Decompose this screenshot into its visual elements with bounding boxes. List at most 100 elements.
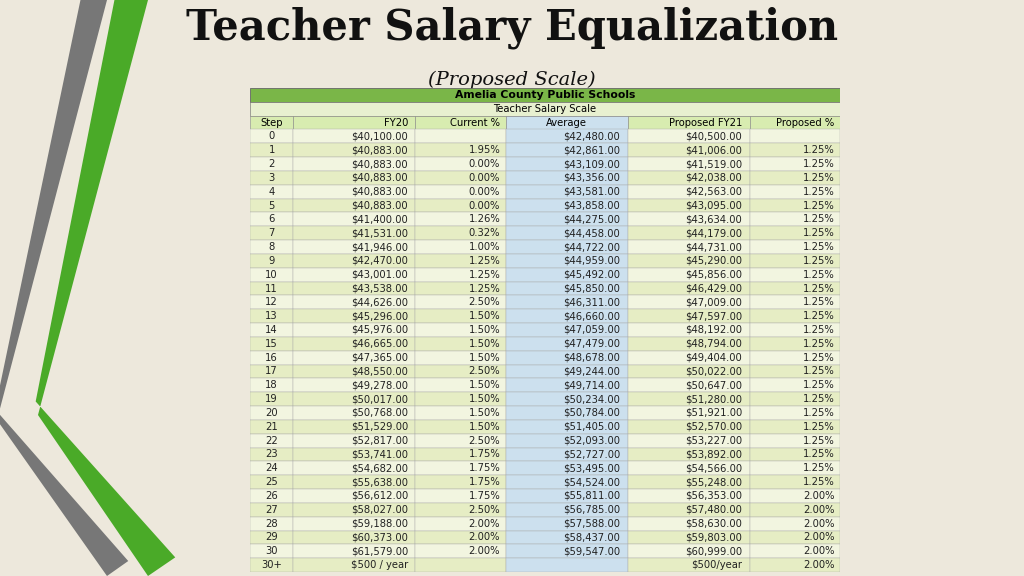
Text: Proposed FY21: Proposed FY21 — [669, 118, 742, 127]
Text: $40,883.00: $40,883.00 — [351, 200, 408, 211]
Bar — [506, 295, 628, 309]
Bar — [415, 558, 506, 572]
Text: $49,278.00: $49,278.00 — [351, 380, 408, 391]
Bar — [750, 489, 840, 503]
Text: $51,280.00: $51,280.00 — [685, 394, 742, 404]
Bar — [628, 116, 750, 130]
Bar — [293, 420, 415, 434]
Bar — [293, 503, 415, 517]
Bar — [293, 226, 415, 240]
Text: 1.25%: 1.25% — [803, 228, 835, 238]
Text: Teacher Salary Equalization: Teacher Salary Equalization — [186, 6, 838, 48]
Text: Teacher Salary Scale: Teacher Salary Scale — [494, 104, 597, 113]
Text: 0.00%: 0.00% — [469, 173, 501, 183]
Bar — [628, 448, 750, 461]
Text: 1.25%: 1.25% — [803, 339, 835, 349]
Text: $55,248.00: $55,248.00 — [685, 477, 742, 487]
Text: 1.50%: 1.50% — [469, 311, 501, 321]
Text: $40,883.00: $40,883.00 — [351, 145, 408, 155]
Text: 1.75%: 1.75% — [469, 477, 501, 487]
Text: 13: 13 — [265, 311, 278, 321]
Bar — [506, 489, 628, 503]
Text: $48,678.00: $48,678.00 — [563, 353, 621, 363]
Text: $54,682.00: $54,682.00 — [351, 463, 408, 473]
Bar — [628, 240, 750, 254]
Text: $41,006.00: $41,006.00 — [685, 145, 742, 155]
Text: $43,095.00: $43,095.00 — [685, 200, 742, 211]
Bar — [415, 420, 506, 434]
Bar — [750, 226, 840, 240]
Bar — [415, 116, 506, 130]
Bar — [293, 489, 415, 503]
Bar — [628, 337, 750, 351]
Text: $57,588.00: $57,588.00 — [563, 518, 621, 529]
Text: 1.25%: 1.25% — [803, 214, 835, 225]
Text: $41,400.00: $41,400.00 — [351, 214, 408, 225]
Text: 18: 18 — [265, 380, 278, 391]
Bar — [750, 420, 840, 434]
Text: $48,192.00: $48,192.00 — [685, 325, 742, 335]
Bar — [750, 295, 840, 309]
Bar — [250, 240, 293, 254]
Bar — [250, 544, 293, 558]
Text: $42,480.00: $42,480.00 — [563, 131, 621, 141]
Bar — [250, 378, 293, 392]
Text: 2.50%: 2.50% — [469, 435, 501, 446]
Text: 0.00%: 0.00% — [469, 187, 501, 197]
Text: 2.50%: 2.50% — [469, 366, 501, 377]
Bar — [293, 461, 415, 475]
Bar — [628, 392, 750, 406]
Text: 30+: 30+ — [261, 560, 282, 570]
Text: $42,470.00: $42,470.00 — [351, 256, 408, 266]
Bar — [750, 268, 840, 282]
Bar — [250, 461, 293, 475]
Text: $60,373.00: $60,373.00 — [351, 532, 408, 543]
Text: 12: 12 — [265, 297, 278, 308]
Text: 1.50%: 1.50% — [469, 325, 501, 335]
Bar — [506, 392, 628, 406]
Bar — [293, 157, 415, 171]
Text: 1.25%: 1.25% — [803, 270, 835, 280]
Bar — [506, 558, 628, 572]
Bar — [506, 365, 628, 378]
Bar — [293, 295, 415, 309]
Bar — [506, 351, 628, 365]
Text: $45,290.00: $45,290.00 — [685, 256, 742, 266]
Text: $56,353.00: $56,353.00 — [685, 491, 742, 501]
Text: $49,244.00: $49,244.00 — [563, 366, 621, 377]
Bar — [506, 240, 628, 254]
Bar — [750, 337, 840, 351]
Text: 1.25%: 1.25% — [469, 256, 501, 266]
Text: 1.25%: 1.25% — [803, 422, 835, 432]
Text: 1.25%: 1.25% — [803, 394, 835, 404]
Text: 1.25%: 1.25% — [803, 353, 835, 363]
Text: $59,803.00: $59,803.00 — [685, 532, 742, 543]
Bar — [506, 337, 628, 351]
Bar — [628, 282, 750, 295]
Text: $43,858.00: $43,858.00 — [563, 200, 621, 211]
Text: $43,538.00: $43,538.00 — [351, 283, 408, 294]
Bar — [415, 268, 506, 282]
Bar — [628, 213, 750, 226]
Bar — [250, 282, 293, 295]
Bar — [250, 448, 293, 461]
Text: $50,234.00: $50,234.00 — [563, 394, 621, 404]
Text: $47,009.00: $47,009.00 — [685, 297, 742, 308]
Text: 1.25%: 1.25% — [803, 145, 835, 155]
Bar — [415, 503, 506, 517]
Text: $60,999.00: $60,999.00 — [685, 546, 742, 556]
Text: $48,794.00: $48,794.00 — [685, 339, 742, 349]
Bar — [506, 448, 628, 461]
Text: 2.00%: 2.00% — [469, 532, 501, 543]
Text: 1.25%: 1.25% — [803, 325, 835, 335]
Polygon shape — [0, 0, 128, 576]
Text: 0.00%: 0.00% — [469, 200, 501, 211]
Bar — [628, 295, 750, 309]
Text: Current %: Current % — [451, 118, 501, 127]
Bar — [506, 130, 628, 143]
Text: 1.95%: 1.95% — [469, 145, 501, 155]
Bar — [250, 116, 293, 130]
Text: $45,856.00: $45,856.00 — [685, 270, 742, 280]
Text: $58,630.00: $58,630.00 — [685, 518, 742, 529]
Text: $57,480.00: $57,480.00 — [685, 505, 742, 515]
